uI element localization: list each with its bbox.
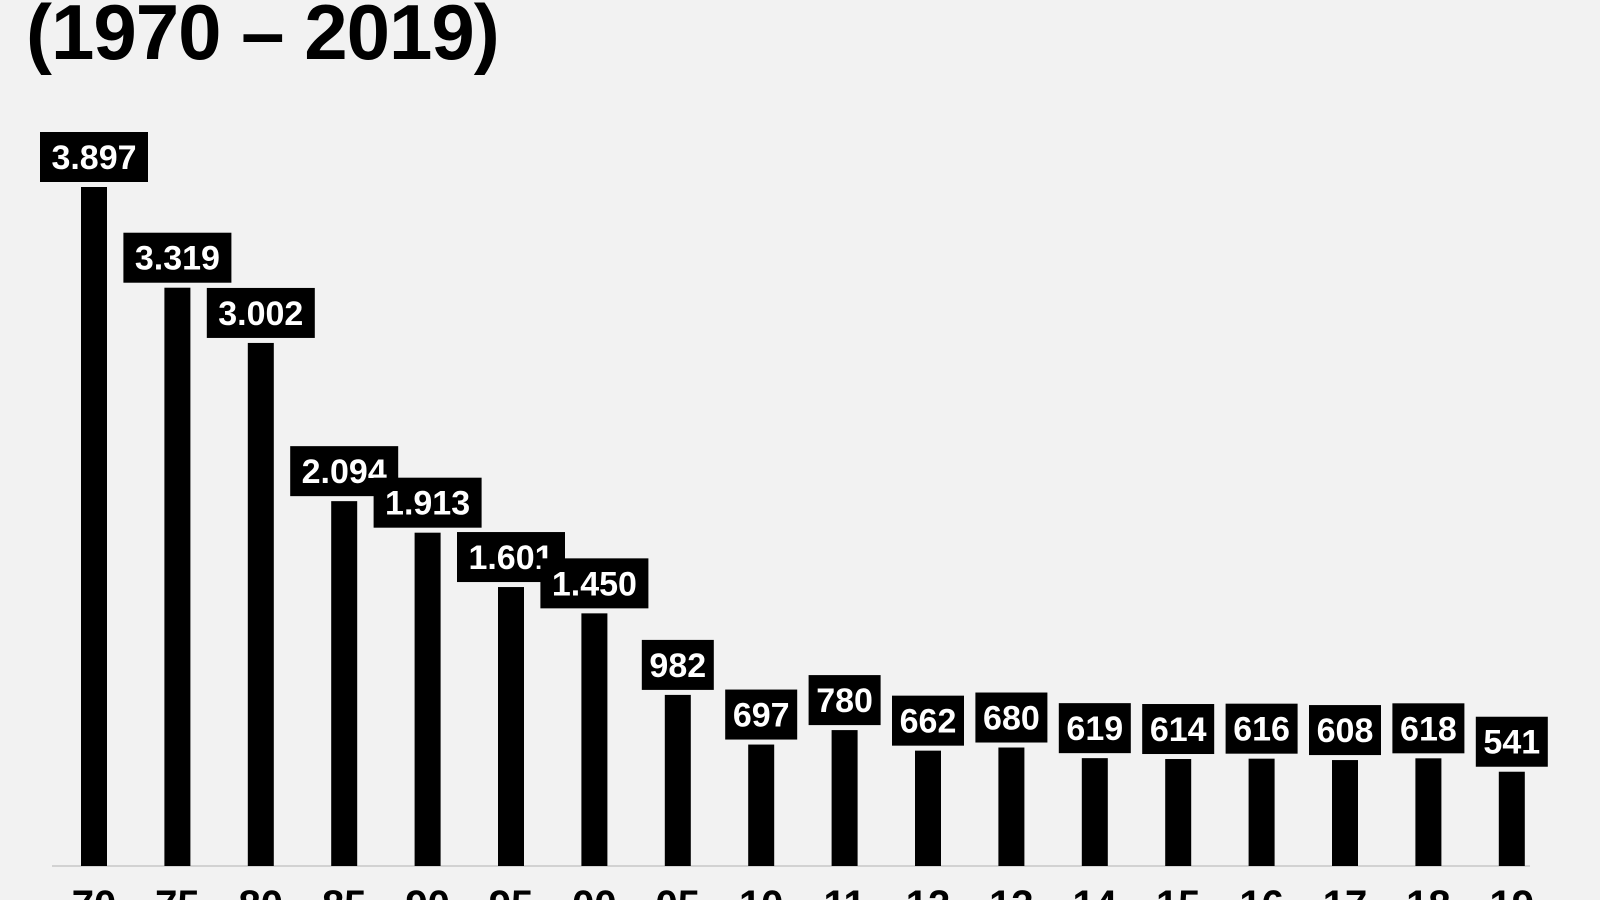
bar-05 (664, 694, 691, 866)
data-label-box-05 (641, 639, 714, 690)
data-label-80: 3.002 (218, 295, 303, 333)
bar-12 (915, 750, 941, 866)
data-label-00: 1.450 (552, 565, 637, 603)
data-label-19: 541 (1483, 724, 1540, 762)
bar-95 (498, 587, 524, 866)
bar-13 (998, 747, 1025, 866)
data-label-18: 618 (1400, 710, 1457, 748)
data-label-box-14 (1058, 703, 1131, 754)
chart-title: (1970 – 2019) (26, 0, 500, 76)
data-label-11: 780 (816, 682, 873, 720)
x-tick-label-10: 10 (739, 883, 784, 900)
bar-11 (831, 730, 858, 866)
x-tick-label-90: 90 (405, 883, 450, 900)
x-tick-label-00: 00 (572, 883, 617, 900)
data-label-box-75 (123, 232, 232, 283)
data-label-12: 662 (900, 703, 957, 741)
data-label-16: 616 (1233, 711, 1290, 749)
bar-85 (331, 501, 358, 866)
data-label-box-11 (808, 675, 881, 726)
data-label-box-16 (1225, 703, 1298, 754)
data-label-85: 2.094 (302, 453, 387, 491)
data-label-14: 619 (1066, 710, 1123, 748)
x-tick-label-19: 19 (1490, 883, 1535, 900)
data-label-box-12 (892, 695, 964, 746)
x-tick-label-70: 70 (72, 883, 117, 900)
data-label-05: 982 (649, 647, 706, 685)
data-label-box-13 (975, 692, 1048, 743)
x-tick-label-80: 80 (239, 883, 284, 900)
bar-10 (748, 744, 775, 866)
x-tick-label-05: 05 (656, 883, 701, 900)
bar-18 (1415, 758, 1442, 866)
data-label-box-15 (1142, 704, 1215, 755)
x-tick-label-75: 75 (155, 883, 200, 900)
data-label-10: 697 (733, 697, 790, 735)
x-tick-label-14: 14 (1073, 883, 1118, 900)
x-tick-label-11: 11 (823, 883, 865, 900)
data-label-box-90 (373, 477, 482, 528)
bar-75 (164, 287, 191, 866)
x-tick-label-85: 85 (322, 883, 367, 900)
data-label-13: 680 (983, 700, 1040, 738)
data-label-17: 608 (1317, 712, 1374, 750)
bar-14 (1081, 758, 1108, 866)
x-tick-label-16: 16 (1239, 883, 1284, 900)
x-tick-label-12: 12 (906, 883, 951, 900)
x-tick-label-13: 13 (989, 883, 1034, 900)
x-tick-label-18: 18 (1406, 883, 1451, 900)
bar-16 (1248, 758, 1275, 866)
data-label-90: 1.913 (385, 485, 470, 523)
bar-17 (1332, 760, 1358, 866)
bar-19 (1498, 771, 1525, 866)
data-label-box-18 (1392, 703, 1465, 754)
x-tick-labels-group: 70 75 80 85 90 95 00 05 10 11 12 13 14 15 16 17 18 19 (72, 883, 1534, 900)
data-label-75: 3.319 (135, 240, 220, 278)
x-tick-label-17: 17 (1323, 883, 1368, 900)
x-tick-label-15: 15 (1156, 883, 1201, 900)
bar-70 (81, 187, 107, 866)
bar-00 (581, 613, 608, 866)
data-label-box-10 (725, 689, 798, 740)
data-label-box-00 (540, 558, 649, 609)
data-label-box-80 (206, 287, 315, 338)
data-label-box-19 (1475, 716, 1548, 767)
bar-15 (1165, 759, 1192, 866)
bar-80 (247, 342, 274, 866)
data-label-box-70 (40, 132, 148, 182)
bar-90 (414, 532, 441, 866)
x-tick-label-95: 95 (489, 883, 534, 900)
bars-group (81, 187, 1525, 866)
data-label-95: 1.601 (468, 539, 553, 577)
data-label-box-17 (1309, 705, 1381, 756)
data-label-15: 614 (1150, 711, 1207, 749)
data-label-70: 3.897 (51, 139, 136, 177)
